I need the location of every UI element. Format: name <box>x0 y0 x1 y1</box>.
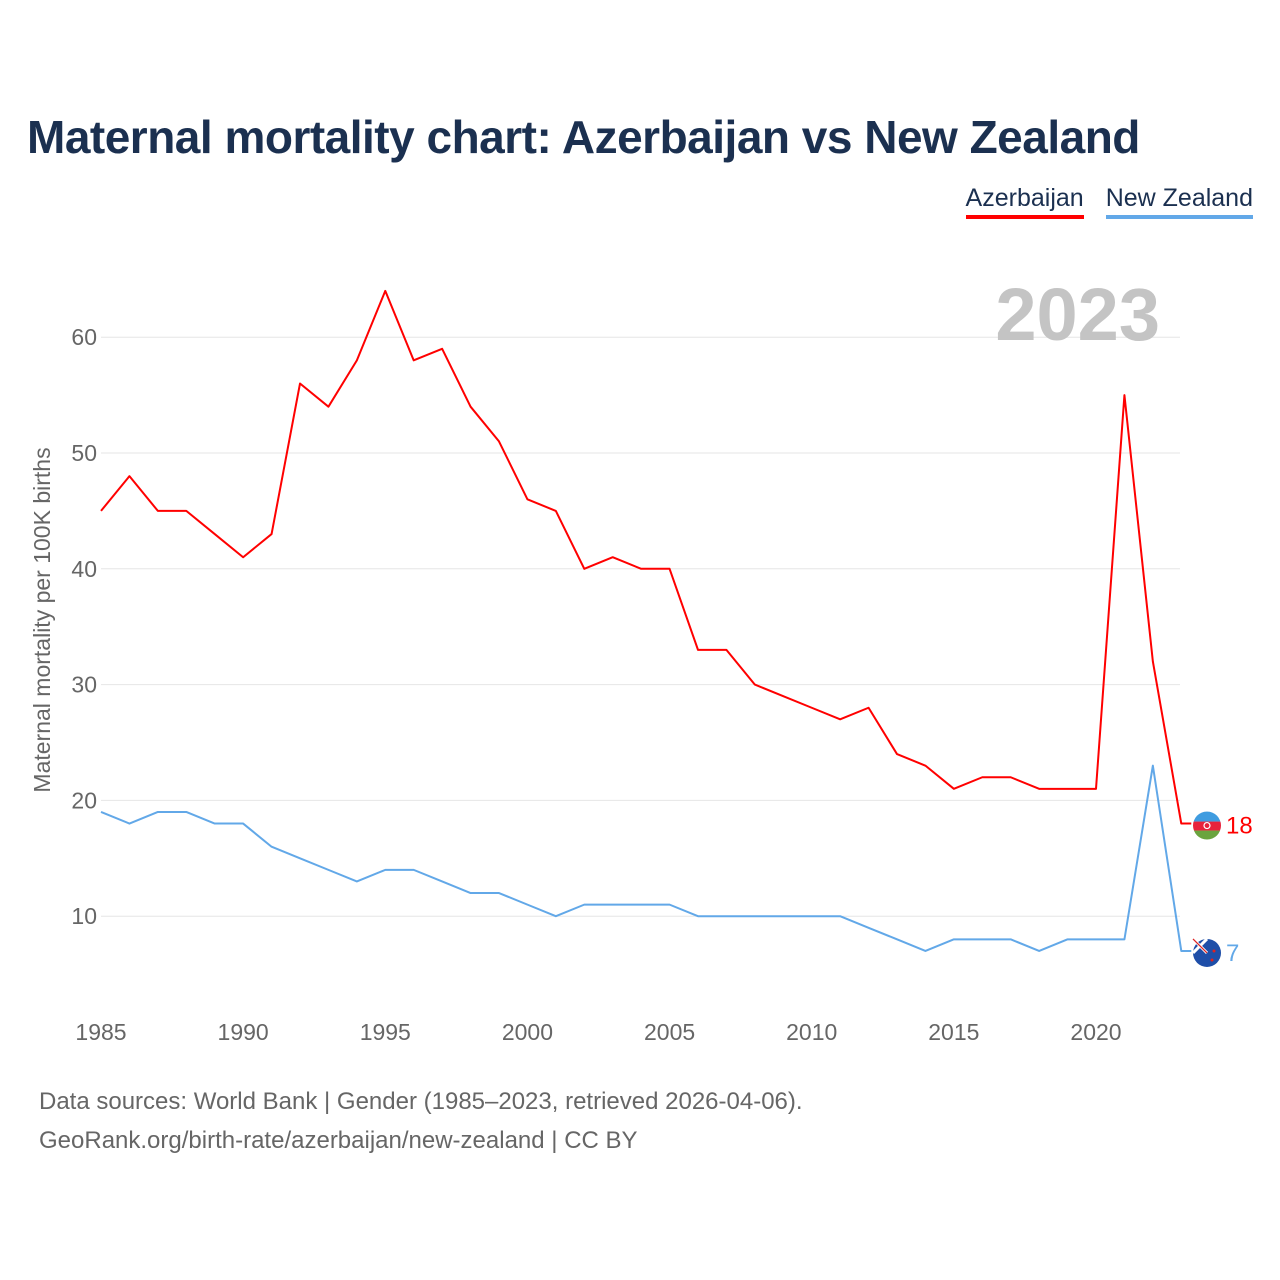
x-tick-label: 2000 <box>502 1019 553 1045</box>
chart-title: Maternal mortality chart: Azerbaijan vs … <box>27 111 1140 163</box>
flag-union-red <box>1192 938 1208 954</box>
year-watermark: 2023 <box>995 273 1160 356</box>
new-zealand-flag-icon <box>1191 937 1221 967</box>
y-tick-label: 50 <box>71 440 97 466</box>
x-tick-label: 2015 <box>928 1019 979 1045</box>
x-tick-label: 2005 <box>644 1019 695 1045</box>
legend-item-new-zealand[interactable]: New Zealand <box>1105 184 1253 219</box>
footer-sources: Data sources: World Bank | Gender (1985–… <box>39 1088 803 1115</box>
series-line-azerbaijan <box>100 289 1192 825</box>
y-tick-label: 30 <box>71 672 97 698</box>
flag-crescent <box>1203 821 1211 830</box>
x-tick-label: 1990 <box>218 1019 269 1045</box>
flag-stripe <box>1193 830 1221 840</box>
y-tick-label: 60 <box>71 324 97 350</box>
x-tick-label: 1985 <box>75 1019 126 1045</box>
flag-stripes <box>1193 811 1221 840</box>
x-tick-label: 1995 <box>360 1019 411 1045</box>
y-tick-label: 20 <box>71 787 97 813</box>
y-tick-label: 40 <box>71 556 97 582</box>
x-tick-label: 2020 <box>1070 1019 1121 1045</box>
end-value-label-new-zealand: 7 <box>1226 940 1239 967</box>
flag-star <box>1212 949 1216 953</box>
legend: Azerbaijan New Zealand <box>965 184 1253 219</box>
legend-item-azerbaijan[interactable]: Azerbaijan <box>965 184 1084 219</box>
azerbaijan-flag-icon <box>1193 811 1221 840</box>
flag-stripe <box>1193 821 1221 831</box>
flag-star <box>1210 958 1214 962</box>
y-tick-label: 10 <box>71 903 97 929</box>
y-axis-label: Maternal mortality per 100K births <box>29 447 55 792</box>
flag-stripe <box>1193 811 1221 822</box>
footer-url[interactable]: GeoRank.org/birth-rate/azerbaijan/new-ze… <box>39 1127 638 1154</box>
series-line-new-zealand <box>100 764 1192 952</box>
x-tick-label: 2010 <box>786 1019 837 1045</box>
end-value-label-azerbaijan: 18 <box>1226 813 1253 840</box>
